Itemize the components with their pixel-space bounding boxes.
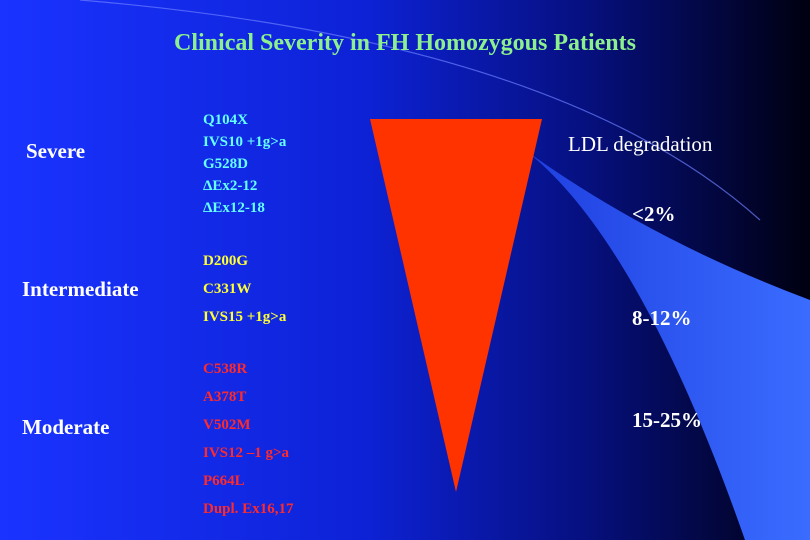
ldl-degradation-label: LDL degradation [568, 132, 713, 156]
decorative-swoosh [525, 150, 810, 540]
intermediate-mutation-list: D200G C331W IVS15 +1g>a [203, 247, 286, 331]
decorative-arc [79, 0, 761, 221]
mutation-item: ΔEx12-18 [203, 200, 265, 216]
mutation-item: C331W [203, 281, 252, 297]
mutation-item: Q104X [203, 112, 248, 128]
category-moderate: Moderate [22, 415, 110, 439]
slide-title: Clinical Severity in FH Homozygous Patie… [174, 30, 636, 56]
mutation-item: D200G [203, 253, 248, 269]
moderate-mutation-list: C538R A378T V502M IVS12 –1 g>a P664L Dup… [203, 355, 293, 523]
category-intermediate: Intermediate [22, 277, 139, 301]
severe-mutation-list: Q104X IVS10 +1g>a G528D ΔEx2-12 ΔEx12-18 [203, 109, 286, 219]
mutation-item: IVS15 +1g>a [203, 309, 287, 325]
mutation-item: C538R [203, 361, 248, 377]
category-severe: Severe [26, 139, 86, 163]
mutation-item: IVS10 +1g>a [203, 134, 287, 150]
mutation-item: P664L [203, 473, 245, 489]
ldl-value-moderate: 15-25% [632, 408, 702, 432]
mutation-item: Dupl. Ex16,17 [203, 501, 294, 517]
severity-triangle [370, 119, 542, 492]
mutation-item: G528D [203, 156, 248, 172]
mutation-item: V502M [203, 417, 251, 433]
ldl-value-intermediate: 8-12% [632, 306, 692, 330]
mutation-item: IVS12 –1 g>a [203, 445, 290, 461]
ldl-value-severe: <2% [632, 202, 676, 226]
mutation-item: A378T [203, 389, 247, 405]
mutation-item: ΔEx2-12 [203, 178, 258, 194]
